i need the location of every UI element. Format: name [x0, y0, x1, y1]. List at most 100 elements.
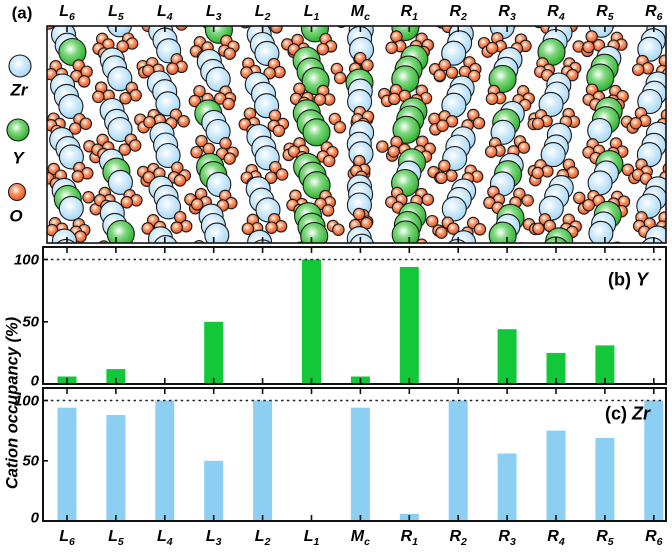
- o-atom: [355, 261, 366, 272]
- o-atom: [166, 62, 179, 75]
- legend-label-zr: Zr: [10, 80, 28, 100]
- o-atom: [45, 277, 56, 288]
- bar-c-L5: [106, 415, 126, 521]
- panel-border: [42, 387, 667, 522]
- zr-atom: [51, 228, 77, 243]
- o-atom: [361, 59, 374, 72]
- o-atom: [119, 92, 132, 105]
- o-atom: [582, 198, 595, 212]
- o-atom: [287, 145, 301, 158]
- panel-c-title-prefix: (c): [605, 403, 627, 424]
- o-atom: [275, 168, 289, 181]
- o-atom: [518, 242, 525, 243]
- o-atom: [47, 26, 55, 30]
- o-atom: [573, 191, 586, 205]
- o-atom: [564, 266, 575, 277]
- column-label-top-R5: R5: [596, 2, 614, 23]
- o-atom: [195, 134, 208, 148]
- y-tick-label-b-100: 100: [13, 251, 39, 268]
- o-atom: [521, 194, 534, 207]
- o-atom: [333, 121, 347, 134]
- o-atom: [561, 275, 572, 286]
- bar-b-L1: [302, 259, 321, 384]
- o-atom: [202, 142, 216, 156]
- o-atom: [658, 54, 666, 67]
- o-atom: [222, 97, 235, 111]
- o-atom: [170, 221, 183, 234]
- y-atom: [106, 219, 135, 243]
- bar-c-L4: [155, 400, 175, 521]
- o-atom: [239, 274, 250, 285]
- o-atom: [472, 273, 483, 284]
- o-atom: [79, 117, 93, 130]
- bar-c-L6: [57, 407, 77, 521]
- o-atom: [265, 221, 278, 234]
- y-atom: [302, 118, 331, 147]
- o-atom: [422, 246, 433, 257]
- o-atom: [356, 277, 367, 288]
- zr-atom: [8, 54, 32, 78]
- o-atom: [445, 66, 459, 79]
- bar-c-R2: [448, 400, 468, 521]
- o-atom: [433, 69, 446, 82]
- y-tick-label-b-0: 0: [30, 372, 39, 390]
- o-atom: [629, 12, 640, 23]
- y-atom: [540, 247, 567, 274]
- zr-atom: [59, 250, 83, 274]
- y-tick-label-c-100: 100: [13, 392, 39, 409]
- o-atom: [184, 247, 195, 258]
- o-atom: [284, 251, 295, 262]
- column-label-top-L2: L2: [254, 2, 271, 23]
- o-atom: [77, 75, 91, 88]
- o-atom: [223, 47, 236, 60]
- o-atom: [263, 66, 276, 80]
- o-atom: [660, 108, 666, 122]
- y-atom: [6, 118, 30, 142]
- column-label-bottom-L4: L4: [156, 527, 173, 548]
- bar-c-R6: [644, 400, 664, 521]
- o-atom: [50, 269, 61, 280]
- zr-atom: [442, 250, 466, 274]
- o-atom: [381, 252, 392, 263]
- o-atom: [479, 247, 490, 258]
- o-atom: [225, 0, 236, 1]
- column-label-top-L1: L1: [303, 2, 320, 23]
- zr-atom: [56, 238, 76, 243]
- y-atom: [58, 37, 87, 67]
- o-atom: [224, 0, 235, 11]
- y-atom: [300, 221, 329, 243]
- o-atom: [485, 41, 499, 55]
- o-atom: [352, 207, 366, 221]
- o-atom: [321, 204, 335, 217]
- column-label-bottom-L2: L2: [254, 527, 271, 548]
- bar-c-L2: [253, 400, 273, 521]
- column-label-top-Mc: Mc: [350, 2, 370, 23]
- o-atom: [52, 280, 63, 291]
- o-atom: [631, 63, 645, 76]
- o-atom: [388, 92, 401, 106]
- o-atom: [138, 12, 149, 23]
- o-atom: [471, 12, 482, 23]
- o-atom: [483, 252, 494, 263]
- o-atom: [173, 174, 187, 187]
- bar-c-R4: [546, 430, 566, 521]
- bar-c-Mc: [350, 407, 370, 521]
- column-label-bottom-R3: R3: [498, 527, 516, 548]
- bar-c-R5: [595, 437, 615, 521]
- zr-atom: [58, 93, 84, 119]
- zr-atom: [540, 142, 566, 168]
- bar-b-R3: [497, 329, 517, 384]
- o-atom: [415, 238, 428, 243]
- o-atom: [438, 58, 451, 72]
- column-label-top-R3: R3: [498, 2, 516, 23]
- o-atom: [68, 122, 82, 135]
- o-atom: [350, 272, 361, 283]
- o-atom: [175, 26, 188, 31]
- o-atom: [313, 93, 327, 106]
- zr-atom: [588, 220, 614, 243]
- o-atom: [270, 7, 281, 18]
- o-atom: [569, 272, 580, 283]
- zr-atom: [107, 116, 133, 143]
- bar-c-L3: [204, 460, 224, 522]
